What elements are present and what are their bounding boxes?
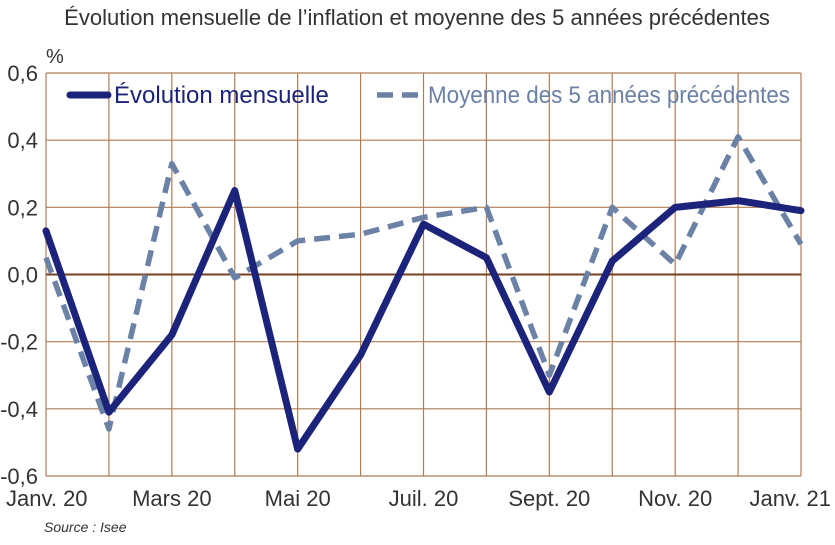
y-tick-label-1: 0,4 <box>7 128 38 153</box>
x-tick-label-4: Sept. 20 <box>508 486 590 511</box>
y-tick-label-3: 0,0 <box>7 263 38 288</box>
x-tick-label-2: Mai 20 <box>265 486 331 511</box>
y-tick-label-0: 0,6 <box>7 61 38 86</box>
x-tick-label-1: Mars 20 <box>132 486 211 511</box>
x-tick-labels: Janv. 20 Mars 20 Mai 20 Juil. 20 Sept. 20 Nov… <box>6 486 831 511</box>
x-tick-label-0: Janv. 20 <box>6 486 88 511</box>
y-tick-label-5: -0,4 <box>0 397 38 422</box>
chart-title: Évolution mensuelle de l’inflation et mo… <box>64 5 770 30</box>
x-tick-label-3: Juil. 20 <box>389 486 459 511</box>
y-unit-label: % <box>46 46 64 68</box>
legend-label-evolution-mensuelle: Évolution mensuelle <box>114 82 329 109</box>
legend-label-moyenne-5-ans: Moyenne des 5 années précédentes <box>428 82 790 109</box>
x-tick-label-6: Janv. 21 <box>749 486 831 511</box>
y-tick-label-4: -0,2 <box>0 330 38 355</box>
source-note: Source : Isee <box>44 519 127 535</box>
y-tick-labels: 0,60,40,20,0-0,2-0,4-0,6 <box>0 61 38 489</box>
y-tick-label-2: 0,2 <box>7 195 38 220</box>
legend: Évolution mensuelle Moyenne des 5 années … <box>70 82 790 109</box>
x-tick-label-5: Nov. 20 <box>638 486 712 511</box>
